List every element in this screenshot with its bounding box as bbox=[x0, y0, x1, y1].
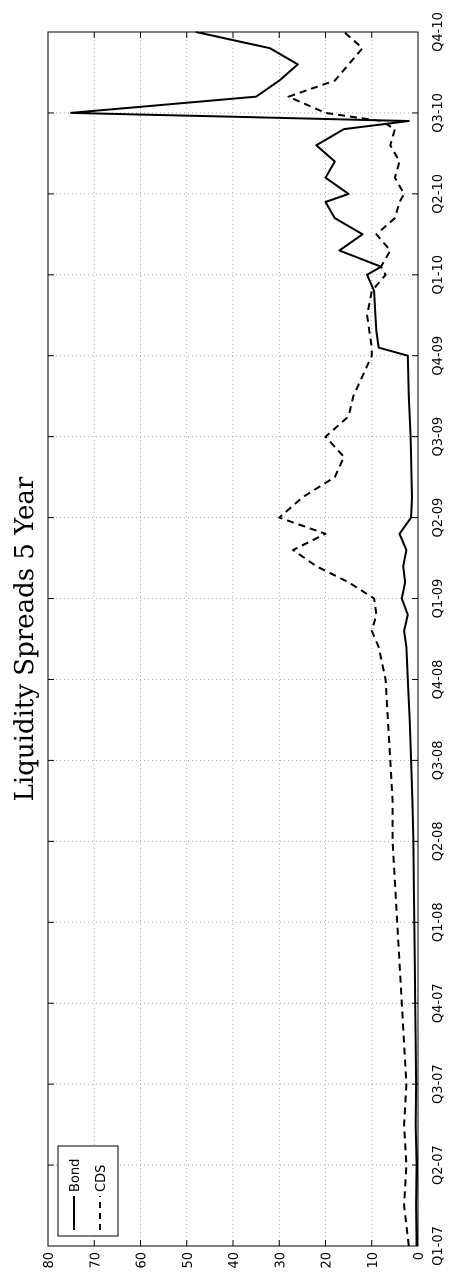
series-lines bbox=[70, 31, 418, 1247]
time-tick-label: Q2-10 bbox=[431, 174, 446, 214]
value-tick-label: 60 bbox=[135, 1252, 150, 1269]
gridlines bbox=[48, 32, 418, 1246]
legend: Bond CDS bbox=[57, 1145, 119, 1237]
value-tick-label: 70 bbox=[88, 1252, 103, 1269]
chart-title: Liquidity Spreads 5 Year bbox=[10, 476, 40, 801]
time-tick-label: Q2-07 bbox=[431, 1145, 446, 1185]
legend-label-cds: CDS bbox=[94, 1165, 109, 1192]
time-tick-label: Q4-07 bbox=[431, 983, 446, 1023]
series-line-bond bbox=[70, 31, 418, 1247]
legend-box bbox=[57, 1145, 119, 1237]
legend-label-bond: Bond bbox=[68, 1159, 83, 1192]
time-tick-label: Q3-09 bbox=[431, 417, 446, 457]
time-tick-label: Q1-08 bbox=[431, 902, 446, 942]
time-tick-label: Q3-07 bbox=[431, 1064, 446, 1104]
axis-ticks: 0 10 20 30 40 50 60 70 80 Q1-07 Q2-07 Q3-07 Q4-07 Q1-… bbox=[42, 12, 446, 1268]
time-tick-label: Q2-09 bbox=[431, 498, 446, 538]
time-tick-label: Q3-10 bbox=[431, 93, 446, 133]
time-tick-label: Q4-08 bbox=[431, 660, 446, 700]
time-tick-label: Q1-07 bbox=[431, 1226, 446, 1266]
value-tick-label: 30 bbox=[273, 1252, 288, 1269]
value-tick-label: 80 bbox=[42, 1252, 57, 1269]
time-tick-label: Q1-10 bbox=[431, 255, 446, 295]
time-tick-label: Q2-08 bbox=[431, 821, 446, 861]
time-tick-label: Q1-09 bbox=[431, 579, 446, 619]
time-tick-label: Q4-10 bbox=[431, 12, 446, 52]
series-line-cds bbox=[278, 31, 410, 1247]
time-tick-label: Q4-09 bbox=[431, 336, 446, 376]
time-tick-label: Q3-08 bbox=[431, 741, 446, 781]
value-tick-label: 20 bbox=[320, 1252, 335, 1269]
value-tick-label: 10 bbox=[366, 1252, 381, 1269]
value-tick-label: 40 bbox=[227, 1252, 242, 1269]
value-tick-label: 0 bbox=[412, 1252, 427, 1260]
value-tick-label: 50 bbox=[181, 1252, 196, 1269]
